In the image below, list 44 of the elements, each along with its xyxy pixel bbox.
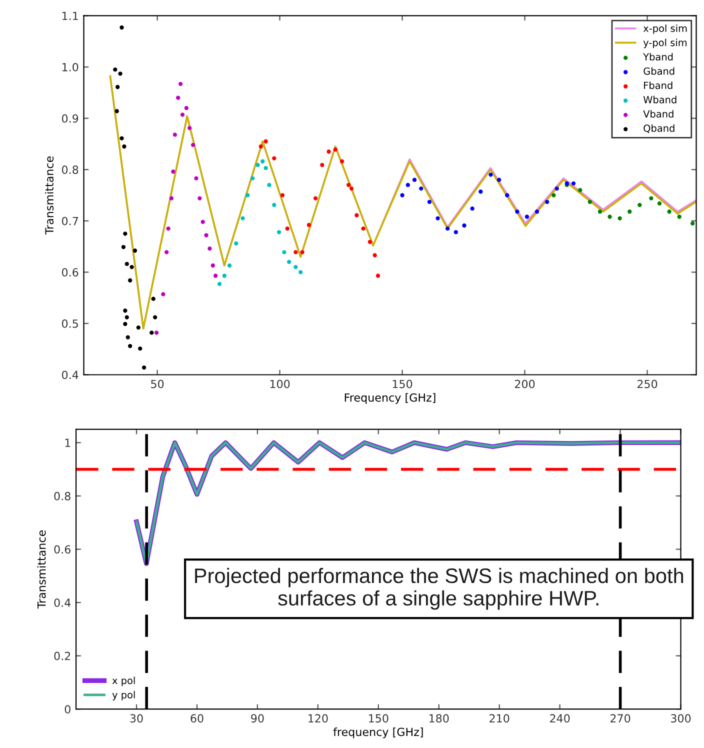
x-tick-label: 60 <box>190 714 204 723</box>
x-tick-label: 240 <box>550 714 570 723</box>
x-tick-label: 250 <box>637 380 658 388</box>
x-tick-label: 210 <box>490 714 510 723</box>
legend-label: Gband <box>644 67 674 75</box>
y-axis-title: Transmittance <box>37 530 46 609</box>
x-tick-label: 50 <box>151 380 164 388</box>
y-tick-label: 0.5 <box>62 319 78 328</box>
y-tick-label: 0.9 <box>62 114 78 123</box>
x-tick-label: 30 <box>130 714 143 723</box>
legend-label: y-pol sim <box>643 38 687 48</box>
legend-label: Wband <box>643 96 676 104</box>
y-tick-label: 1 <box>65 438 70 447</box>
y-tick-label: 0.4 <box>62 370 78 380</box>
x-tick-label: 180 <box>429 714 449 723</box>
y-tick-label: 1.1 <box>62 12 78 20</box>
x-tick-label: 150 <box>392 380 412 388</box>
x-tick-label: 100 <box>270 380 290 388</box>
legend-label: Fband <box>644 82 672 90</box>
legend-label: Vband <box>643 110 674 118</box>
x-tick-label: 270 <box>610 714 630 723</box>
legend-label: x pol <box>112 676 135 686</box>
x-tick-label: 150 <box>369 714 388 723</box>
legend-label: x-pol sim <box>643 24 687 34</box>
y-tick-label: 0.4 <box>54 598 71 607</box>
legend-label: y pol <box>112 690 135 700</box>
y-tick-label: 0.6 <box>62 268 78 277</box>
y-tick-label: 0.2 <box>54 652 70 660</box>
x-tick-label: 120 <box>308 714 328 723</box>
annotation: Projected performance the SWS is machined on both surfaces of a single sapphire HWP. <box>195 568 684 610</box>
x-tick-label: 300 <box>671 714 691 723</box>
x-tick-label: 90 <box>251 714 264 723</box>
x-tick-label: 200 <box>514 380 535 388</box>
y-tick-label: 0.8 <box>54 492 70 500</box>
y-tick-label: 0.6 <box>54 545 70 554</box>
y-tick-label: 0 <box>64 705 70 714</box>
y-tick-label: 0.8 <box>62 166 78 174</box>
y-tick-label: 1.0 <box>62 62 78 72</box>
x-axis-title: frequency [GHz] <box>333 727 423 738</box>
legend-label: Qband <box>644 124 674 133</box>
y-axis-title: Transmittance <box>44 156 54 235</box>
y-tick-label: 0.7 <box>62 216 78 226</box>
legend-label: Yband <box>643 53 673 61</box>
x-axis-title: Frequency [GHz] <box>344 393 436 404</box>
